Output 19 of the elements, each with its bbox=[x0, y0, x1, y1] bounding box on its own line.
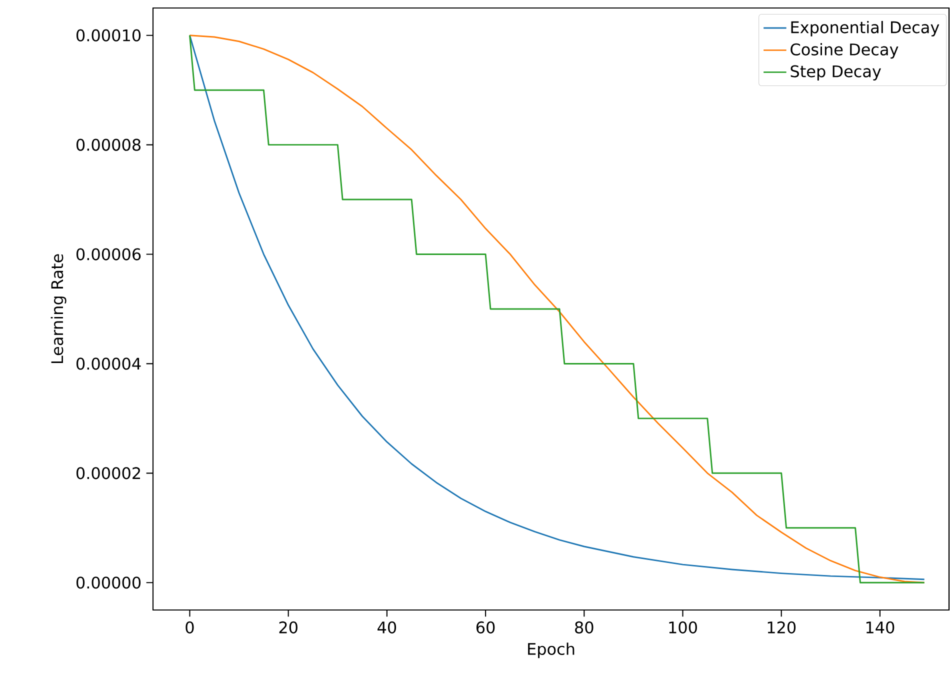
y-tick-label: 0.00010 bbox=[76, 29, 141, 42]
x-tick-label: 140 bbox=[866, 621, 894, 634]
x-tick-label: 20 bbox=[279, 621, 298, 634]
y-tick-label: 0.00000 bbox=[76, 576, 141, 589]
x-tick-label: 120 bbox=[768, 621, 796, 634]
x-tick-label: 80 bbox=[575, 621, 594, 634]
x-tick-label: 40 bbox=[378, 621, 396, 634]
y-tick-label: 0.00006 bbox=[76, 248, 141, 260]
legend-label: Exponential Decay bbox=[791, 20, 940, 36]
x-axis-title: Epoch bbox=[528, 642, 574, 658]
y-tick-label: 0.00004 bbox=[76, 358, 141, 370]
x-tick-label: 60 bbox=[476, 621, 495, 634]
y-tick-label: 0.00008 bbox=[76, 138, 141, 151]
x-tick-label: 100 bbox=[669, 621, 697, 634]
x-tick-label: 0 bbox=[186, 621, 194, 634]
legend-label: Step Decay bbox=[790, 65, 881, 80]
y-tick-label: 0.00002 bbox=[76, 467, 140, 480]
y-axis-title: Learning Rate bbox=[50, 254, 66, 364]
legend-label: Cosine Decay bbox=[790, 43, 898, 59]
